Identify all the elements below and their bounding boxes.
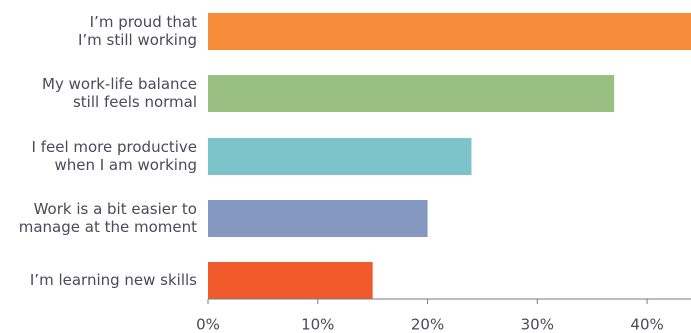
category-label-3-line-1: I feel more productive [32, 138, 197, 156]
category-label-1-line-1: I’m proud that [90, 13, 197, 31]
category-label-4-line-2: manage at the moment [19, 218, 197, 236]
bar-2 [208, 75, 615, 112]
category-label-1-line-2: I’m still working [78, 31, 197, 49]
category-label-4-line-1: Work is a bit easier to [34, 200, 197, 218]
x-tick-label-20: 20% [411, 316, 444, 333]
category-label-5-line-1: I’m learning new skills [30, 271, 197, 289]
x-tick-label-40: 40% [630, 316, 663, 333]
category-label-2-line-1: My work-life balance [42, 75, 197, 93]
x-tick-label-10: 10% [301, 316, 334, 333]
bar-3 [208, 138, 472, 175]
x-tick-label-0: 0% [196, 316, 220, 333]
bar-5 [208, 262, 373, 299]
x-tick-label-30: 30% [521, 316, 554, 333]
bar-4 [208, 200, 428, 237]
category-label-3-line-2: when I am working [54, 156, 197, 174]
category-label-2-line-2: still feels normal [73, 93, 197, 111]
bar-1 [208, 13, 691, 50]
